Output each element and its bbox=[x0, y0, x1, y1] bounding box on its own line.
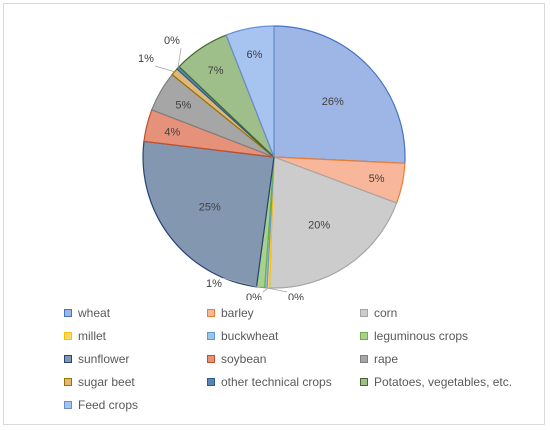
legend-label: corn bbox=[374, 305, 398, 320]
legend-swatch bbox=[64, 400, 72, 409]
legend-label: leguminous crops bbox=[374, 328, 469, 343]
data-label-soybean: 4% bbox=[164, 127, 180, 139]
legend-item-rape: rape bbox=[360, 349, 534, 368]
legend-item-other-technical-crops: other technical crops bbox=[207, 372, 360, 391]
pie-chart: 26% 5% 20% 0% 0% 1% 25% 4% 5% 1% 0% 7% 6% bbox=[138, 25, 406, 300]
legend-item-wheat: wheat bbox=[64, 303, 207, 322]
legend-swatch bbox=[207, 308, 215, 317]
legend-swatch bbox=[360, 354, 368, 363]
data-label-other-technical-crops: 0% bbox=[164, 35, 180, 47]
legend-swatch bbox=[207, 331, 215, 340]
data-label-millet: 0% bbox=[246, 292, 262, 300]
legend-swatch bbox=[360, 331, 368, 340]
data-label-sugar-beet: 1% bbox=[138, 53, 154, 65]
legend-label: sugar beet bbox=[78, 374, 135, 389]
data-label-wheat: 26% bbox=[322, 96, 344, 108]
leader-line bbox=[154, 65, 175, 73]
legend-swatch bbox=[207, 354, 215, 363]
data-label-feed-crops: 6% bbox=[247, 49, 263, 61]
legend-swatch bbox=[64, 377, 72, 386]
legend-label: millet bbox=[78, 328, 107, 343]
legend-label: Potatoes, vegetables, etc. bbox=[374, 374, 513, 389]
leader-line bbox=[222, 277, 261, 288]
legend-item-millet: millet bbox=[64, 326, 207, 345]
leader-line bbox=[262, 287, 269, 293]
data-label-barley: 5% bbox=[369, 173, 385, 185]
legend-label: rape bbox=[374, 351, 399, 366]
legend-swatch bbox=[64, 308, 72, 317]
leader-line bbox=[177, 47, 182, 68]
legend-swatch bbox=[64, 331, 72, 340]
legend-label: buckwheat bbox=[221, 328, 279, 343]
legend: wheat barley corn millet buckwheat leguminous… bbox=[64, 303, 534, 414]
legend-swatch bbox=[207, 377, 215, 386]
legend-swatch bbox=[360, 308, 368, 317]
legend-item-feed-crops: Feed crops bbox=[64, 395, 207, 414]
legend-item-barley: barley bbox=[207, 303, 360, 322]
legend-label: other technical crops bbox=[221, 374, 332, 389]
legend-item-sunflower: sunflower bbox=[64, 349, 207, 368]
pie-slice-feed-crops bbox=[225, 25, 275, 158]
pie-slice-sunflower bbox=[142, 140, 275, 288]
legend-label: barley bbox=[221, 305, 254, 320]
legend-swatch bbox=[64, 354, 72, 363]
leader-line bbox=[265, 287, 288, 293]
data-label-corn: 20% bbox=[308, 220, 330, 232]
legend-item-buckwheat: buckwheat bbox=[207, 326, 360, 345]
legend-item-soybean: soybean bbox=[207, 349, 360, 368]
legend-item-leguminous-crops: leguminous crops bbox=[360, 326, 534, 345]
legend-label: Feed crops bbox=[78, 397, 139, 412]
legend-swatch bbox=[360, 377, 368, 386]
legend-label: sunflower bbox=[78, 351, 130, 366]
data-label-rape: 5% bbox=[175, 100, 191, 112]
data-label-buckwheat: 0% bbox=[288, 292, 304, 300]
legend-item-corn: corn bbox=[360, 303, 534, 322]
legend-item-sugar-beet: sugar beet bbox=[64, 372, 207, 391]
pie-slice-corn bbox=[268, 156, 398, 289]
data-label-potatoes-vegetables-etc: 7% bbox=[208, 65, 224, 77]
legend-label: soybean bbox=[221, 351, 267, 366]
pie-slice-wheat bbox=[273, 25, 406, 164]
legend-label: wheat bbox=[78, 305, 111, 320]
data-label-leguminous-crops: 1% bbox=[206, 278, 222, 290]
data-label-sunflower: 25% bbox=[199, 202, 221, 214]
legend-item-potatoes-vegetables-etc: Potatoes, vegetables, etc. bbox=[360, 372, 534, 391]
